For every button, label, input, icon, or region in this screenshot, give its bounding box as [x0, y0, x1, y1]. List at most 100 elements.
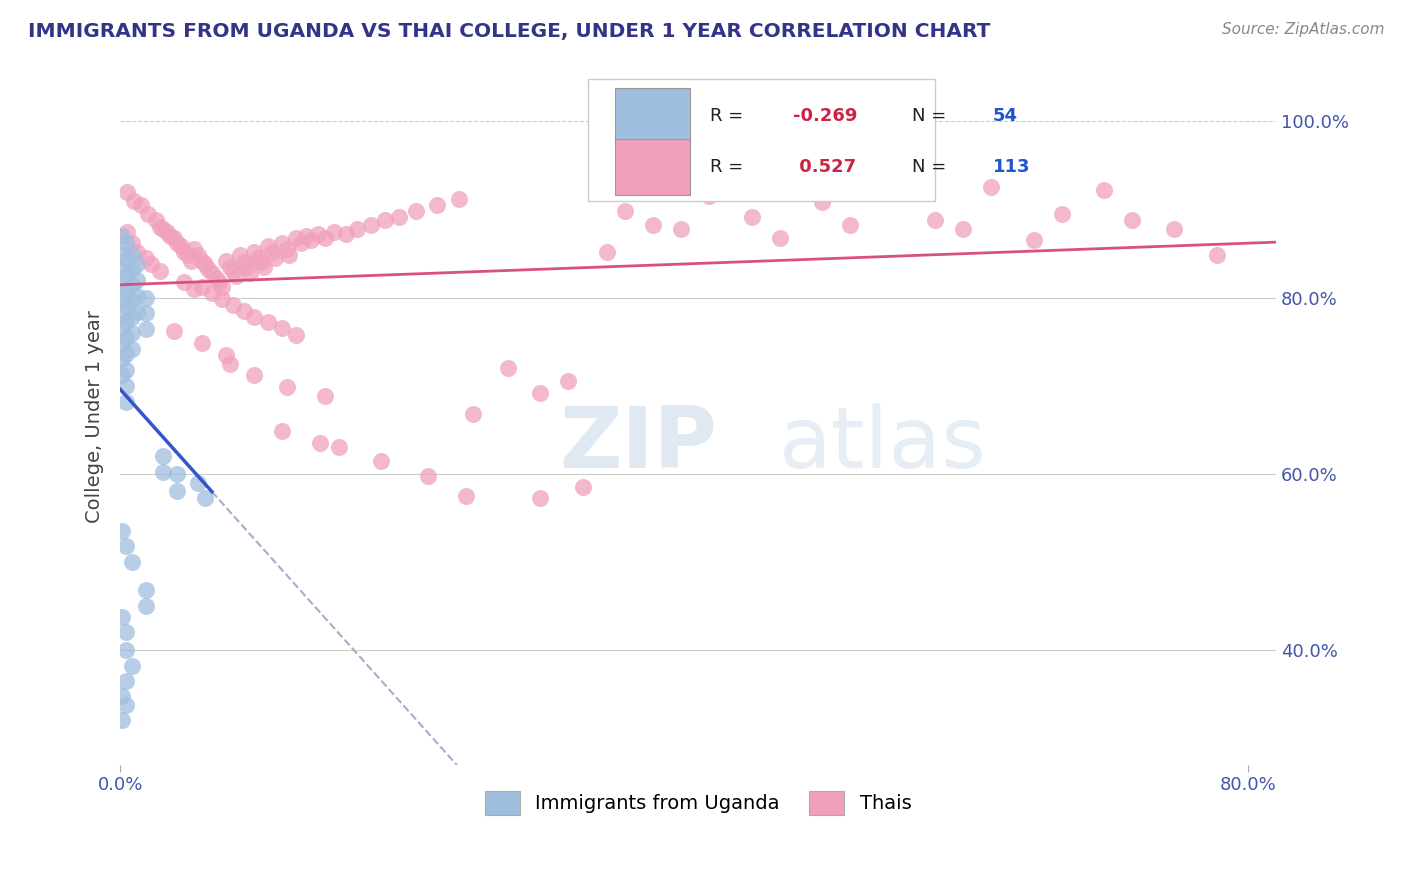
Point [239, 266, 262, 280]
Point [211, 280, 233, 294]
Text: ZIP: ZIP [560, 403, 717, 486]
Point [205, 271, 228, 285]
Point [335, 227, 357, 241]
Point [183, 282, 205, 296]
Point [191, 253, 214, 268]
Point [121, 246, 143, 260]
Point [115, 299, 138, 313]
Point [278, 248, 301, 262]
Point [111, 293, 134, 307]
Point [121, 555, 143, 569]
Point [307, 227, 329, 241]
Point [115, 673, 138, 688]
Point [115, 235, 138, 250]
Point [121, 235, 143, 250]
Point [121, 310, 143, 324]
Point [811, 195, 834, 210]
Point [952, 222, 974, 236]
Point [257, 315, 280, 329]
Point [135, 322, 157, 336]
Point [290, 235, 312, 250]
Point [131, 198, 153, 212]
Legend: Immigrants from Uganda, Thais: Immigrants from Uganda, Thais [475, 781, 921, 824]
Point [115, 625, 138, 640]
Point [121, 342, 143, 356]
Point [159, 228, 181, 243]
Point [225, 268, 247, 283]
Point [152, 465, 174, 479]
Point [262, 244, 284, 259]
Point [135, 291, 157, 305]
Point [183, 242, 205, 256]
Point [222, 298, 245, 312]
Text: IMMIGRANTS FROM UGANDA VS THAI COLLEGE, UNDER 1 YEAR CORRELATION CHART: IMMIGRANTS FROM UGANDA VS THAI COLLEGE, … [28, 22, 990, 41]
Point [243, 310, 266, 324]
Point [529, 385, 551, 400]
Point [496, 361, 519, 376]
Point [360, 219, 382, 233]
Point [115, 331, 138, 345]
Point [219, 357, 242, 371]
Point [115, 394, 138, 409]
Point [426, 198, 449, 212]
Text: R =: R = [710, 107, 748, 125]
Point [111, 524, 134, 538]
Point [191, 280, 214, 294]
Point [115, 643, 138, 657]
Point [111, 321, 134, 335]
Point [173, 244, 195, 259]
Point [111, 228, 134, 243]
Point [111, 368, 134, 383]
Point [121, 262, 143, 277]
Point [211, 293, 233, 307]
Point [276, 242, 298, 256]
Point [127, 304, 149, 318]
Point [201, 286, 224, 301]
Point [194, 491, 217, 506]
Text: N =: N = [912, 107, 952, 125]
Point [461, 407, 484, 421]
Point [117, 225, 139, 239]
Point [328, 441, 350, 455]
Point [135, 306, 157, 320]
Point [115, 252, 138, 266]
Point [124, 194, 146, 208]
Point [111, 714, 134, 728]
Point [191, 336, 214, 351]
Point [222, 264, 245, 278]
Point [117, 185, 139, 199]
Point [187, 248, 209, 262]
Point [111, 262, 134, 277]
Point [111, 689, 134, 703]
Text: N =: N = [912, 158, 952, 176]
Point [127, 244, 149, 259]
Point [243, 368, 266, 383]
Point [166, 235, 188, 250]
Text: atlas: atlas [779, 403, 987, 486]
Point [309, 436, 332, 450]
Point [264, 251, 287, 265]
Point [285, 230, 308, 244]
Point [295, 228, 318, 243]
Point [166, 467, 188, 481]
Point [447, 192, 470, 206]
Point [152, 449, 174, 463]
Y-axis label: College, Under 1 year: College, Under 1 year [86, 310, 104, 523]
FancyBboxPatch shape [588, 79, 935, 201]
Point [314, 389, 336, 403]
Point [454, 489, 477, 503]
Point [416, 468, 439, 483]
Point [166, 484, 188, 499]
Point [285, 327, 308, 342]
Point [115, 268, 138, 282]
Point [219, 260, 242, 274]
Point [1121, 213, 1143, 227]
Point [121, 658, 143, 673]
Point [699, 189, 721, 203]
Text: 113: 113 [993, 158, 1031, 176]
Point [111, 352, 134, 367]
Text: R =: R = [710, 158, 748, 176]
Point [323, 225, 346, 239]
Point [314, 230, 336, 244]
Point [215, 253, 238, 268]
